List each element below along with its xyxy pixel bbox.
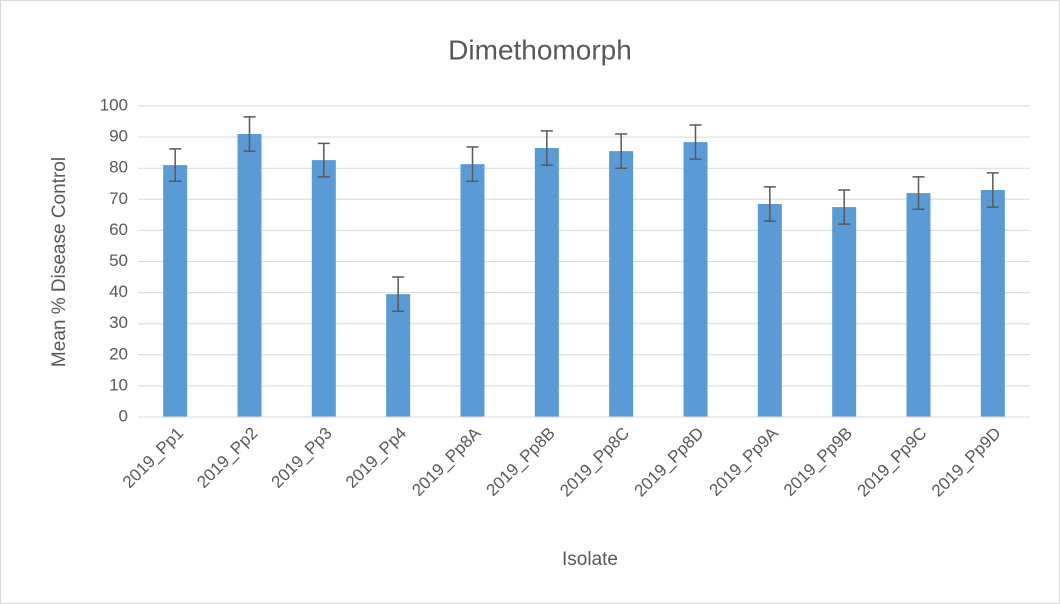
error-bar (986, 172, 999, 208)
bar (832, 207, 857, 417)
bar (237, 133, 262, 418)
y-tick-label: 10 (109, 375, 128, 394)
error-bar (466, 146, 479, 183)
bar (460, 164, 485, 417)
y-tick-label: 50 (109, 251, 128, 270)
error-bar (838, 189, 851, 225)
y-axis-title: Mean % Disease Control (49, 157, 70, 367)
error-bar (912, 176, 925, 211)
error-bar (615, 133, 628, 169)
y-tick-label: 90 (109, 127, 128, 146)
bar (980, 189, 1005, 417)
error-bar (243, 116, 256, 152)
bar (163, 165, 188, 417)
y-tick-label: 70 (109, 189, 128, 208)
bar (906, 193, 931, 417)
error-bar (317, 142, 330, 178)
chart-title: Dimethomorph (448, 34, 632, 65)
error-bar (540, 130, 553, 166)
y-tick-label: 40 (109, 282, 128, 301)
bar (534, 147, 559, 418)
y-tick-label: 0 (119, 406, 128, 425)
error-bar (392, 276, 405, 313)
y-tick-label: 80 (109, 158, 128, 177)
error-bar (763, 186, 776, 222)
bar (609, 151, 634, 417)
y-tick-label: 100 (100, 95, 128, 114)
bar (757, 203, 782, 417)
bar (311, 160, 336, 417)
y-tick-label: 30 (109, 313, 128, 332)
y-tick-label: 20 (109, 344, 128, 363)
bar (386, 294, 411, 417)
bar (683, 142, 708, 418)
x-axis-title: Isolate (562, 549, 618, 570)
error-bar (689, 124, 702, 160)
y-tick-label: 60 (109, 220, 128, 239)
error-bar (169, 148, 182, 183)
